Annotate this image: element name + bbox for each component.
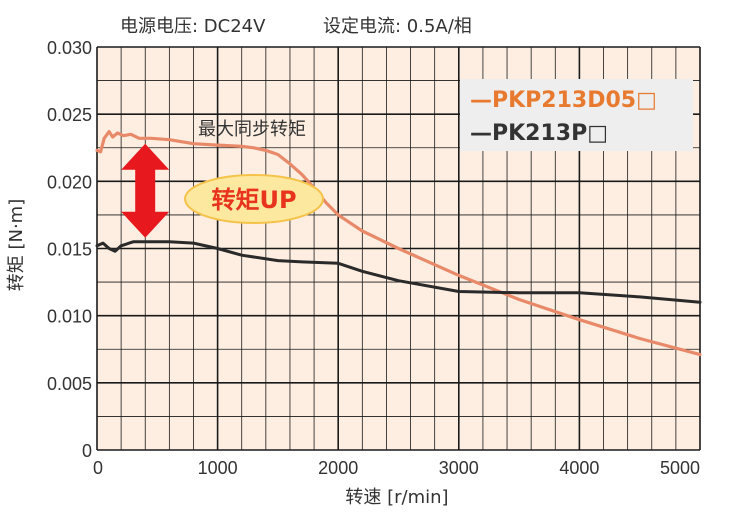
supply-voltage-label: 电源电压: DC24V bbox=[120, 16, 266, 37]
x-tick-label: 0 bbox=[93, 458, 103, 478]
y-axis-ticks: 0 0.005 0.010 0.015 0.020 0.025 0.030 bbox=[47, 38, 92, 461]
y-axis-label: 转矩 [N·m] bbox=[6, 199, 27, 292]
double-arrow-icon bbox=[121, 143, 170, 238]
torque-up-badge bbox=[184, 174, 324, 224]
legend: —PKP213D05□ —PK213P□ bbox=[460, 79, 693, 151]
y-tick-label: 0.010 bbox=[47, 307, 92, 327]
y-tick-label: 0.025 bbox=[47, 105, 92, 125]
series-line-pkp213d05 bbox=[95, 130, 702, 357]
legend-entry-pk213p: —PK213P□ bbox=[470, 121, 608, 146]
y-tick-label: 0.005 bbox=[47, 374, 92, 394]
y-tick-label: 0.020 bbox=[47, 172, 92, 192]
x-tick-label: 5000 bbox=[660, 458, 700, 478]
y-tick-label: 0 bbox=[82, 441, 92, 461]
legend-entry-pkp213d05: —PKP213D05□ bbox=[470, 88, 657, 113]
arrow-shape bbox=[121, 143, 170, 238]
x-tick-label: 2000 bbox=[318, 458, 358, 478]
max-sync-torque-annotation: 最大同步转矩 bbox=[198, 119, 306, 140]
series-line-pk213p bbox=[95, 240, 702, 304]
series-layer bbox=[95, 130, 702, 357]
set-current-label: 设定电流: 0.5A/相 bbox=[323, 16, 472, 37]
y-tick-label: 0.015 bbox=[47, 240, 92, 260]
x-tick-label: 1000 bbox=[198, 458, 238, 478]
x-tick-label: 4000 bbox=[559, 458, 599, 478]
y-tick-label: 0.030 bbox=[47, 38, 92, 58]
x-tick-label: 3000 bbox=[439, 458, 479, 478]
x-axis-label: 转速 [r/min] bbox=[345, 487, 448, 508]
torque-up-text: 转矩UP bbox=[211, 186, 296, 214]
x-axis-ticks: 0 1000 2000 3000 4000 5000 bbox=[93, 458, 700, 478]
legend-background bbox=[460, 79, 693, 151]
